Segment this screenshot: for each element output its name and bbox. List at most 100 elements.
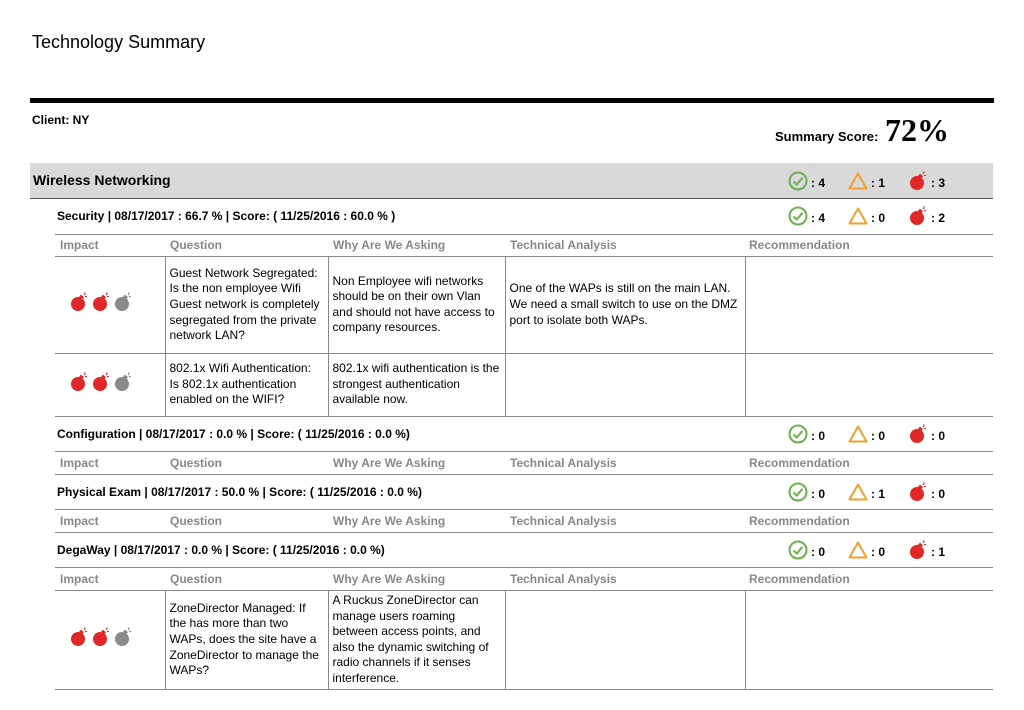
header-rule — [30, 98, 994, 103]
section-counts: : 0 : 0 : 1 — [788, 540, 968, 563]
impact-cell — [55, 353, 166, 417]
table-row: ZoneDirector Managed: If the has more th… — [55, 591, 993, 690]
divider — [55, 567, 993, 568]
warn-count: : 0 — [848, 540, 908, 563]
bomb-icon — [908, 482, 931, 505]
bomb-icon — [908, 424, 931, 447]
section-counts: : 0 : 1 : 0 — [788, 482, 968, 505]
ok-count: : 4 — [788, 206, 848, 229]
section-title: Configuration | 08/17/2017 : 0.0 % | Sco… — [57, 427, 410, 441]
recommendation-cell — [745, 353, 993, 417]
warning-triangle-icon — [848, 171, 871, 194]
table-row: 802.1x Wifi Authentication: Is 802.1x au… — [55, 353, 993, 417]
bomb-icon — [69, 292, 89, 317]
warn-count: : 1 — [848, 482, 908, 505]
column-header: Why Are We Asking — [333, 238, 446, 252]
section-title: Security | 08/17/2017 : 66.7 % | Score: … — [57, 209, 396, 223]
column-header: Question — [170, 514, 223, 528]
bomb-icon — [69, 372, 89, 397]
column-header: Question — [170, 456, 223, 470]
bomb-icon — [91, 627, 111, 652]
analysis-cell — [505, 353, 746, 417]
column-header: Question — [170, 572, 223, 586]
category-title: Wireless Networking — [33, 172, 171, 188]
divider — [55, 590, 993, 591]
recommendation-cell — [745, 257, 993, 354]
question-table: Guest Network Segregated: Is the non emp… — [55, 257, 993, 417]
analysis-cell — [505, 591, 746, 690]
bomb-icon — [113, 292, 133, 317]
column-header: Why Are We Asking — [333, 572, 446, 586]
ok-count: : 0 — [788, 482, 848, 505]
column-header: Why Are We Asking — [333, 514, 446, 528]
column-header: Impact — [60, 514, 99, 528]
bad-count: : 1 — [908, 540, 968, 563]
page-title: Technology Summary — [32, 32, 206, 52]
bomb-icon — [908, 171, 931, 194]
warning-triangle-icon — [848, 482, 871, 505]
question-cell: 802.1x Wifi Authentication: Is 802.1x au… — [165, 353, 329, 417]
check-circle-icon — [788, 171, 811, 194]
column-header: Recommendation — [749, 238, 850, 252]
column-header: Impact — [60, 238, 99, 252]
why-cell: 802.1x wifi authentication is the strong… — [328, 353, 506, 417]
question-table: ZoneDirector Managed: If the has more th… — [55, 591, 993, 690]
column-header: Technical Analysis — [510, 456, 617, 470]
bad-count: : 2 — [908, 206, 968, 229]
client-label: Client: NY — [32, 113, 90, 127]
column-header: Impact — [60, 456, 99, 470]
impact-cell — [55, 591, 166, 690]
bomb-icon — [113, 627, 133, 652]
ok-count: : 0 — [788, 424, 848, 447]
column-header: Impact — [60, 572, 99, 586]
divider — [55, 509, 993, 510]
check-circle-icon — [788, 540, 811, 563]
divider — [55, 532, 993, 533]
ok-count: : 4 — [788, 171, 848, 194]
question-cell: Guest Network Segregated: Is the non emp… — [165, 257, 329, 354]
analysis-cell: One of the WAPs is still on the main LAN… — [505, 257, 746, 354]
column-header: Recommendation — [749, 572, 850, 586]
category-counts: : 4 : 1 : 3 — [788, 171, 968, 194]
bomb-icon — [69, 627, 89, 652]
category-header — [30, 163, 993, 199]
table-row: Guest Network Segregated: Is the non emp… — [55, 257, 993, 354]
bomb-icon — [91, 372, 111, 397]
bomb-icon — [908, 540, 931, 563]
column-header: Technical Analysis — [510, 514, 617, 528]
recommendation-cell — [745, 591, 993, 690]
section-counts: : 4 : 0 : 2 — [788, 206, 968, 229]
section-counts: : 0 : 0 : 0 — [788, 424, 968, 447]
impact-cell — [55, 257, 166, 354]
divider — [55, 256, 993, 257]
section-title: DegaWay | 08/17/2017 : 0.0 % | Score: ( … — [57, 543, 385, 557]
summary-score-value: 72% — [885, 112, 949, 148]
column-header: Recommendation — [749, 514, 850, 528]
bad-count: : 3 — [908, 171, 968, 194]
bomb-icon — [908, 206, 931, 229]
column-header: Technical Analysis — [510, 238, 617, 252]
column-header: Recommendation — [749, 456, 850, 470]
bomb-icon — [113, 372, 133, 397]
warn-count: : 0 — [848, 424, 908, 447]
check-circle-icon — [788, 482, 811, 505]
bad-count: : 0 — [908, 482, 968, 505]
divider — [55, 234, 993, 235]
warning-triangle-icon — [848, 206, 871, 229]
column-header: Technical Analysis — [510, 572, 617, 586]
warn-count: : 0 — [848, 206, 908, 229]
ok-count: : 0 — [788, 540, 848, 563]
bomb-icon — [91, 292, 111, 317]
summary-score-label: Summary Score: — [775, 129, 879, 144]
bad-count: : 0 — [908, 424, 968, 447]
divider — [55, 451, 993, 452]
warn-count: : 1 — [848, 171, 908, 194]
divider — [55, 474, 993, 475]
warning-triangle-icon — [848, 540, 871, 563]
question-cell: ZoneDirector Managed: If the has more th… — [165, 591, 329, 690]
column-header: Why Are We Asking — [333, 456, 446, 470]
warning-triangle-icon — [848, 424, 871, 447]
section-title: Physical Exam | 08/17/2017 : 50.0 % | Sc… — [57, 485, 422, 499]
why-cell: Non Employee wifi networks should be on … — [328, 257, 506, 354]
check-circle-icon — [788, 206, 811, 229]
